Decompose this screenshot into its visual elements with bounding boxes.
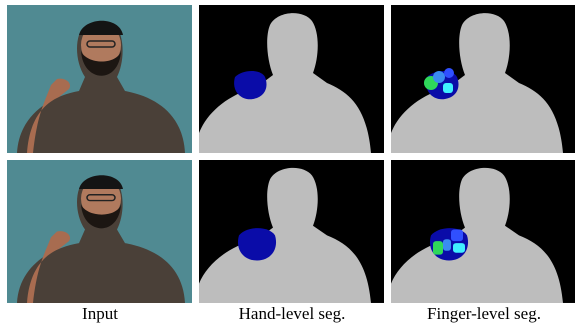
hand-seg-image <box>199 5 384 153</box>
caption: Hand-level seg. <box>239 304 346 323</box>
input-image <box>7 160 192 303</box>
hand-seg-image <box>199 160 384 303</box>
finger-seg-image <box>391 160 575 303</box>
caption: Input <box>82 304 118 323</box>
caption: Finger-level seg. <box>427 304 541 323</box>
finger-seg-image <box>391 5 575 153</box>
page: Input Hand-level seg. Finger-level seg. … <box>0 0 575 325</box>
input-image <box>7 5 192 153</box>
figure: Input Hand-level seg. Finger-level seg. <box>0 0 575 325</box>
